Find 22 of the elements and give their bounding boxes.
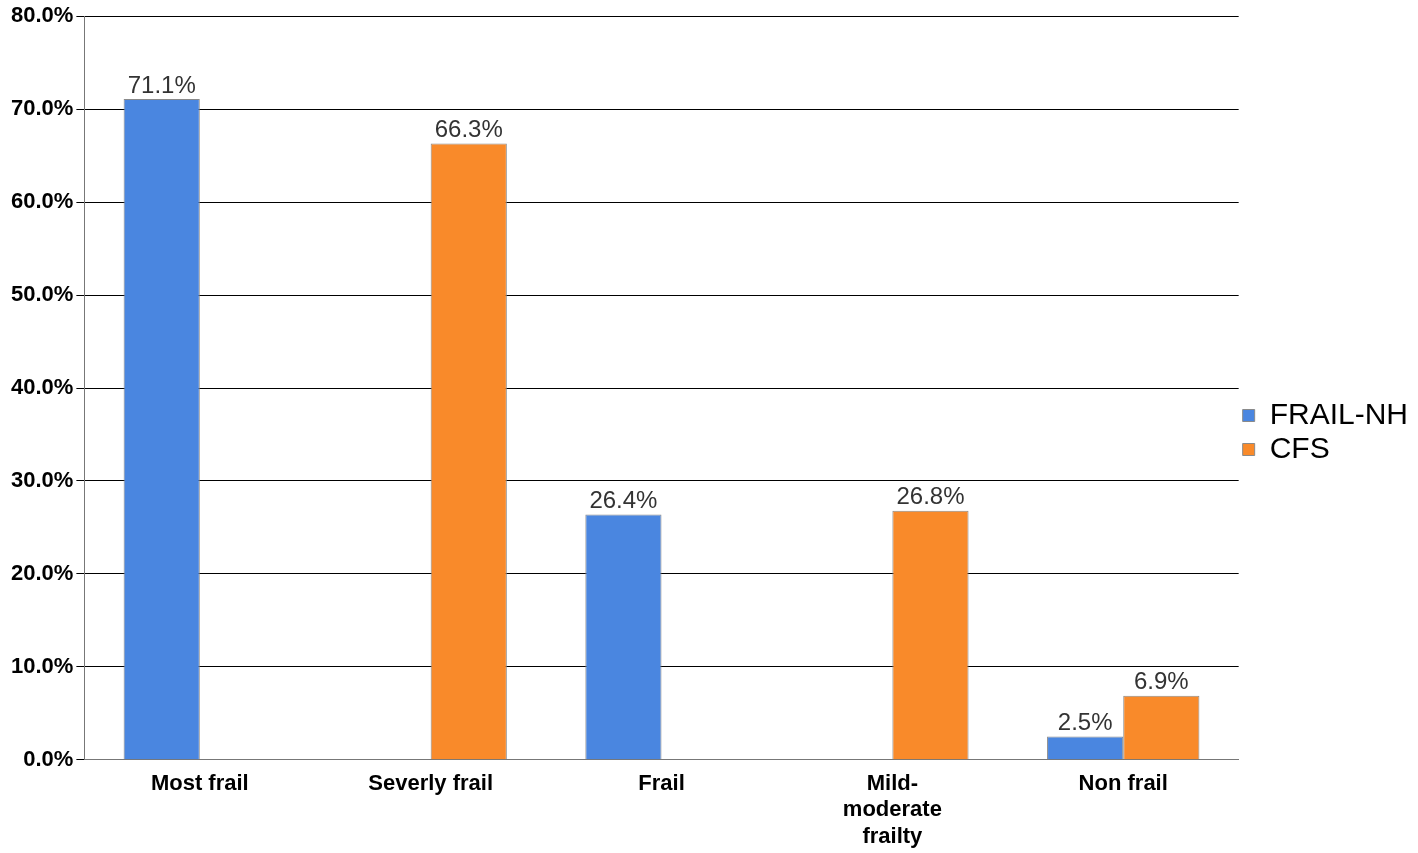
x-tick-label: Non frail [1078,770,1168,796]
data-label: 26.4% [589,486,658,514]
x-tick-label: Most frail [150,770,249,796]
y-tick-label: 60.0% [10,188,74,214]
y-tick-label: 20.0% [10,559,74,585]
x-tick-label: Mild-moderate frailty [842,770,942,848]
data-label: 26.8% [896,482,965,510]
y-tick-label: 0.0% [23,745,74,771]
x-tick-label: Frail [638,770,685,796]
x-tick-label: Severly frail [368,770,494,796]
y-tick-label: 10.0% [10,652,74,678]
y-tick-label: 30.0% [10,467,74,493]
data-label: 2.5% [1057,708,1113,736]
y-tick-label: 40.0% [10,374,74,400]
y-tick-label: 80.0% [10,2,74,28]
y-tick-label: 50.0% [10,281,74,307]
data-label: 71.1% [127,70,196,98]
data-label: 66.3% [434,115,503,143]
data-label: 6.9% [1133,667,1189,695]
y-tick-label: 70.0% [10,95,74,121]
legend-label: FRAIL-NH [1269,396,1408,430]
legend-label: CFS [1269,430,1330,464]
